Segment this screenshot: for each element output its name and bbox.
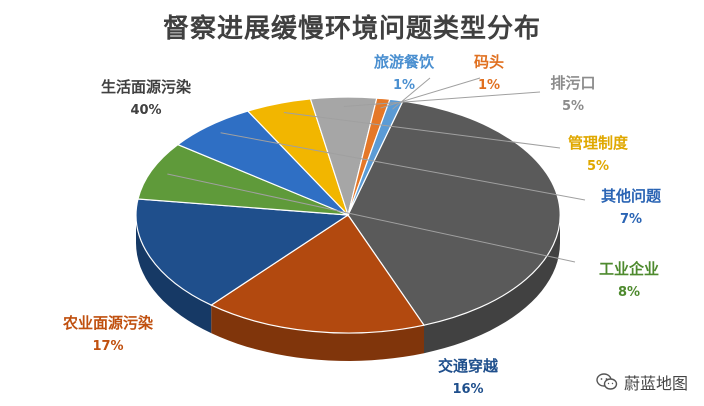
pie-side-1 [424,215,560,354]
slice-label-1: 生活面源污染 [101,78,192,96]
slice-label-2: 农业面源污染 [62,314,154,332]
slice-label-4: 工业企业 [599,260,659,278]
leader-line-6 [283,112,561,149]
pie-slices [135,96,561,334]
leader-line-4 [167,173,576,263]
slice-pct-8: 1% [478,78,500,93]
slice-label-8: 码头 [474,53,504,71]
watermark-text: 蔚蓝地图 [623,374,688,393]
slice-pct-5: 7% [620,212,642,227]
pie-slice-2 [209,214,426,334]
slice-pct-9: 1% [393,78,415,93]
slice-pct-3: 16% [452,382,483,397]
pie-slice-1 [347,100,561,326]
slice-pct-7: 5% [562,99,584,114]
pie-side-3 [136,215,212,334]
pie-slice-3 [135,198,350,306]
leader-line-9 [392,77,431,110]
slice-pct-6: 5% [587,159,609,174]
slice-label-3: 交通穿越 [438,357,499,375]
chart-title: 督察进展缓慢环境问题类型分布 [162,14,541,44]
slice-label-6: 管理制度 [568,134,629,152]
pie-labels: 生活面源污染 40% 农业面源污染 17% 交通穿越 16% 工业企业 8% 其他问题 7% 管理制… [62,53,662,397]
slice-pct-1: 40% [130,103,161,118]
slice-pct-4: 8% [618,285,640,300]
pie-side-walls [136,215,560,361]
wechat-icon [596,373,618,391]
slice-pct-2: 17% [92,339,123,354]
pie-side-2 [211,305,424,361]
slice-label-5: 其他问题 [601,187,662,205]
leader-line-8 [380,77,481,109]
slice-label-7: 排污口 [550,74,595,92]
leader-line-5 [220,132,586,201]
pie-slice-4 [137,143,349,216]
leader-line-7 [343,91,541,107]
slice-label-9: 旅游餐饮 [374,53,435,71]
watermark: 蔚蓝地图 [596,370,688,394]
